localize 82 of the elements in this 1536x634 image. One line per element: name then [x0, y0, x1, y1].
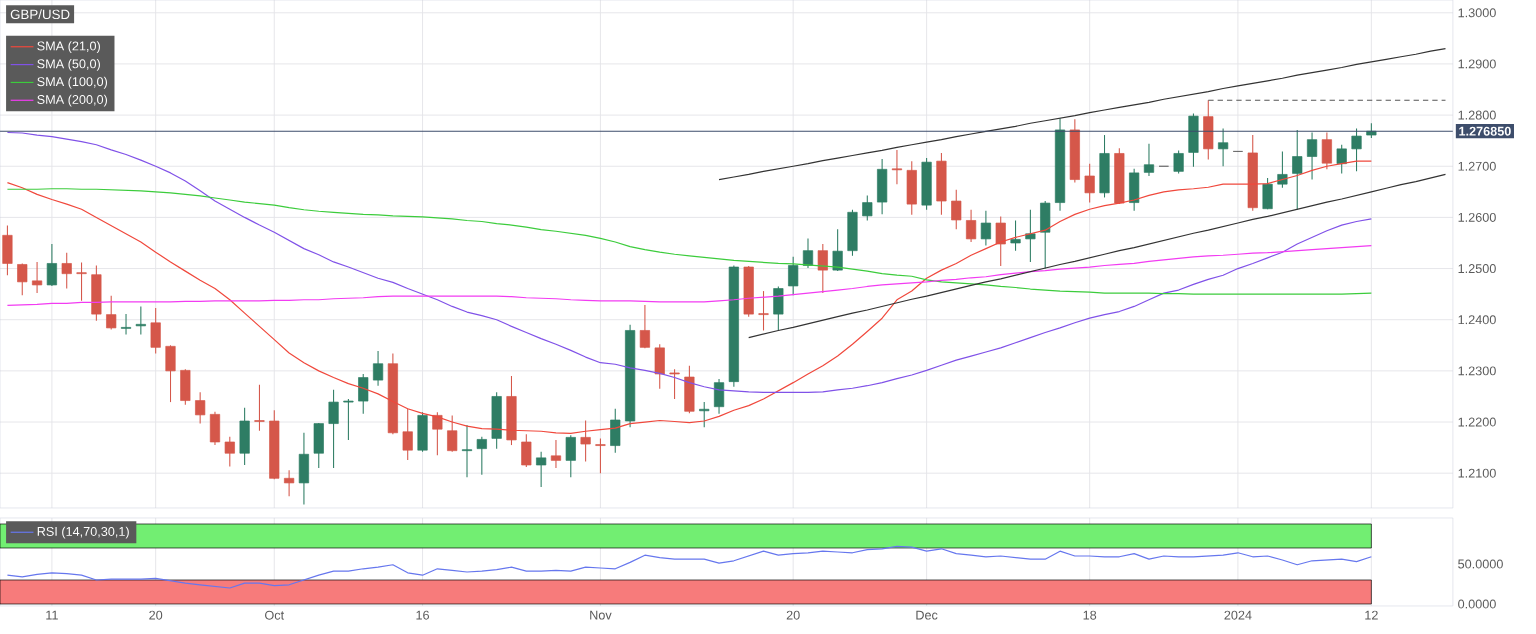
- y-tick-label: 1.2400: [1458, 315, 1496, 325]
- candlestick: [254, 384, 265, 432]
- candlestick: [1218, 127, 1229, 167]
- y-tick-label: 1.2100: [1458, 468, 1496, 478]
- candlestick: [862, 194, 873, 222]
- candlestick: [343, 398, 354, 441]
- x-tick-label: 20: [149, 610, 163, 620]
- candlestick: [891, 149, 903, 185]
- candlestick: [1277, 150, 1288, 189]
- candlestick: [832, 228, 843, 272]
- x-tick-label: 12: [1365, 610, 1378, 620]
- candlestick: [31, 261, 43, 294]
- candlestick: [565, 434, 576, 478]
- y-tick-label: 1.2700: [1458, 161, 1496, 171]
- candlestick: [447, 414, 458, 453]
- y-tick-label: 1.2600: [1458, 212, 1496, 222]
- candlestick: [521, 433, 532, 468]
- candlestick: [135, 305, 146, 336]
- x-tick-label: Dec: [916, 610, 938, 620]
- y-tick-label: 1.3000: [1458, 8, 1496, 18]
- candlestick: [951, 189, 962, 230]
- candlestick: [76, 261, 87, 302]
- candlestick: [402, 408, 413, 461]
- candlestick: [1321, 131, 1332, 170]
- x-tick-label: 11: [46, 610, 58, 620]
- legend-label: SMA (50,0): [37, 59, 100, 71]
- candlestick: [550, 439, 562, 469]
- candlestick: [669, 368, 680, 400]
- x-tick-label: 16: [416, 610, 430, 620]
- candlestick: [802, 237, 814, 269]
- y-tick-label: 1.2300: [1458, 366, 1496, 376]
- x-tick-label: 2024: [1224, 610, 1252, 620]
- x-tick-label: 18: [1083, 610, 1097, 620]
- candlestick: [817, 243, 828, 294]
- y-tick-label: 1.2900: [1458, 59, 1496, 69]
- candlestick: [17, 262, 28, 296]
- candlestick: [328, 389, 339, 469]
- candlestick: [536, 451, 547, 488]
- y-tick-label: 1.2200: [1458, 417, 1496, 427]
- candlestick: [995, 215, 1006, 267]
- candlestick: [224, 436, 235, 468]
- legend-label: SMA (200,0): [37, 94, 108, 107]
- candlestick: [1351, 127, 1362, 172]
- text: GBP/USD: [10, 9, 70, 20]
- candlestick: [432, 411, 443, 456]
- candlestick: [639, 304, 650, 349]
- candlestick: [372, 350, 384, 387]
- legend-label: RSI (14,70,30,1): [37, 526, 129, 539]
- candlestick: [461, 424, 473, 478]
- y-tick-label: 1.2800: [1458, 110, 1496, 120]
- candlestick: [580, 419, 591, 462]
- y-tick-label: 50.0000: [1458, 559, 1503, 569]
- candlestick: [1173, 149, 1184, 174]
- candlestick: [106, 295, 117, 330]
- ref-line-label: 1.276850: [1459, 126, 1511, 136]
- candlestick: [120, 313, 132, 336]
- legend-label: SMA (100,0): [37, 76, 108, 89]
- y-tick-label: 1.2500: [1458, 264, 1496, 274]
- legend-label: SMA (21,0): [37, 41, 100, 53]
- x-tick-label: Oct: [265, 610, 285, 620]
- candlestick: [965, 209, 977, 243]
- candlestick: [699, 401, 710, 428]
- x-tick-label: 20: [786, 610, 800, 620]
- candlestick: [284, 469, 295, 497]
- candlestick: [1306, 131, 1318, 181]
- candlestick: [195, 391, 206, 425]
- candlestick: [1143, 143, 1155, 177]
- candlestick: [46, 243, 57, 287]
- candlestick: [1084, 163, 1095, 204]
- y-tick-label: 0.0000: [1458, 599, 1496, 609]
- candlestick: [1336, 144, 1347, 174]
- candlestick: [758, 290, 769, 332]
- x-tick-label: Nov: [590, 610, 612, 620]
- candlestick: [980, 210, 991, 247]
- candlestick: [1292, 129, 1303, 211]
- candlestick: [476, 436, 487, 476]
- candlestick: [788, 256, 799, 296]
- candlestick: [61, 252, 72, 290]
- candlestick: [358, 373, 369, 415]
- candlestick: [1025, 209, 1036, 263]
- candlestick: [595, 437, 606, 474]
- candlestick: [1010, 219, 1021, 252]
